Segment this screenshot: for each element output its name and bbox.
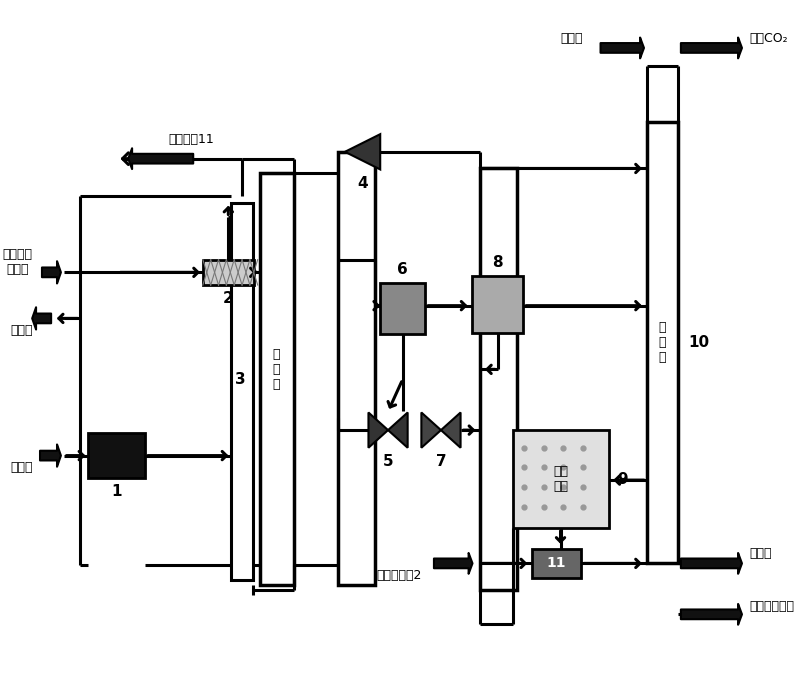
Text: 净化气: 净化气: [10, 324, 33, 337]
Text: 来自换热器2: 来自换热器2: [376, 569, 422, 581]
Bar: [380, 283, 426, 334]
Bar: [472, 276, 523, 333]
Bar: [260, 173, 294, 585]
Text: 去吸收剂储罐: 去吸收剂储罐: [750, 600, 794, 613]
Bar: [513, 430, 609, 528]
Polygon shape: [422, 412, 441, 448]
Text: 5: 5: [382, 454, 394, 469]
Text: 水
洗
塔: 水 洗 塔: [658, 321, 666, 364]
Bar: [480, 168, 518, 590]
Polygon shape: [369, 412, 388, 448]
Text: 10: 10: [688, 335, 709, 350]
Polygon shape: [441, 412, 461, 448]
Bar: [338, 152, 375, 585]
Text: 去回收: 去回收: [750, 547, 772, 560]
Bar: [231, 203, 253, 580]
Bar: [88, 433, 145, 478]
Text: 6: 6: [398, 262, 408, 277]
Text: 来自储罐
吸收剂: 来自储罐 吸收剂: [2, 247, 33, 276]
Text: 11: 11: [547, 556, 566, 571]
Text: 1: 1: [111, 484, 122, 500]
Text: 3: 3: [235, 372, 246, 387]
Text: 去换热器11: 去换热器11: [168, 132, 214, 145]
Polygon shape: [345, 134, 380, 170]
Text: 洗涤水: 洗涤水: [561, 32, 583, 45]
Text: 回收CO₂: 回收CO₂: [750, 32, 788, 45]
Bar: [532, 549, 581, 578]
Text: 9: 9: [617, 472, 627, 487]
Text: 吸
收
塔: 吸 收 塔: [273, 348, 280, 391]
Polygon shape: [388, 412, 408, 448]
Text: 7: 7: [436, 454, 446, 469]
Text: 2: 2: [223, 291, 234, 306]
Text: 原料气: 原料气: [10, 461, 33, 474]
Bar: [646, 122, 678, 563]
Bar: [203, 260, 254, 285]
Text: 膜解
吸器: 膜解 吸器: [553, 465, 568, 493]
Text: 8: 8: [493, 255, 503, 270]
Text: 4: 4: [358, 176, 368, 191]
